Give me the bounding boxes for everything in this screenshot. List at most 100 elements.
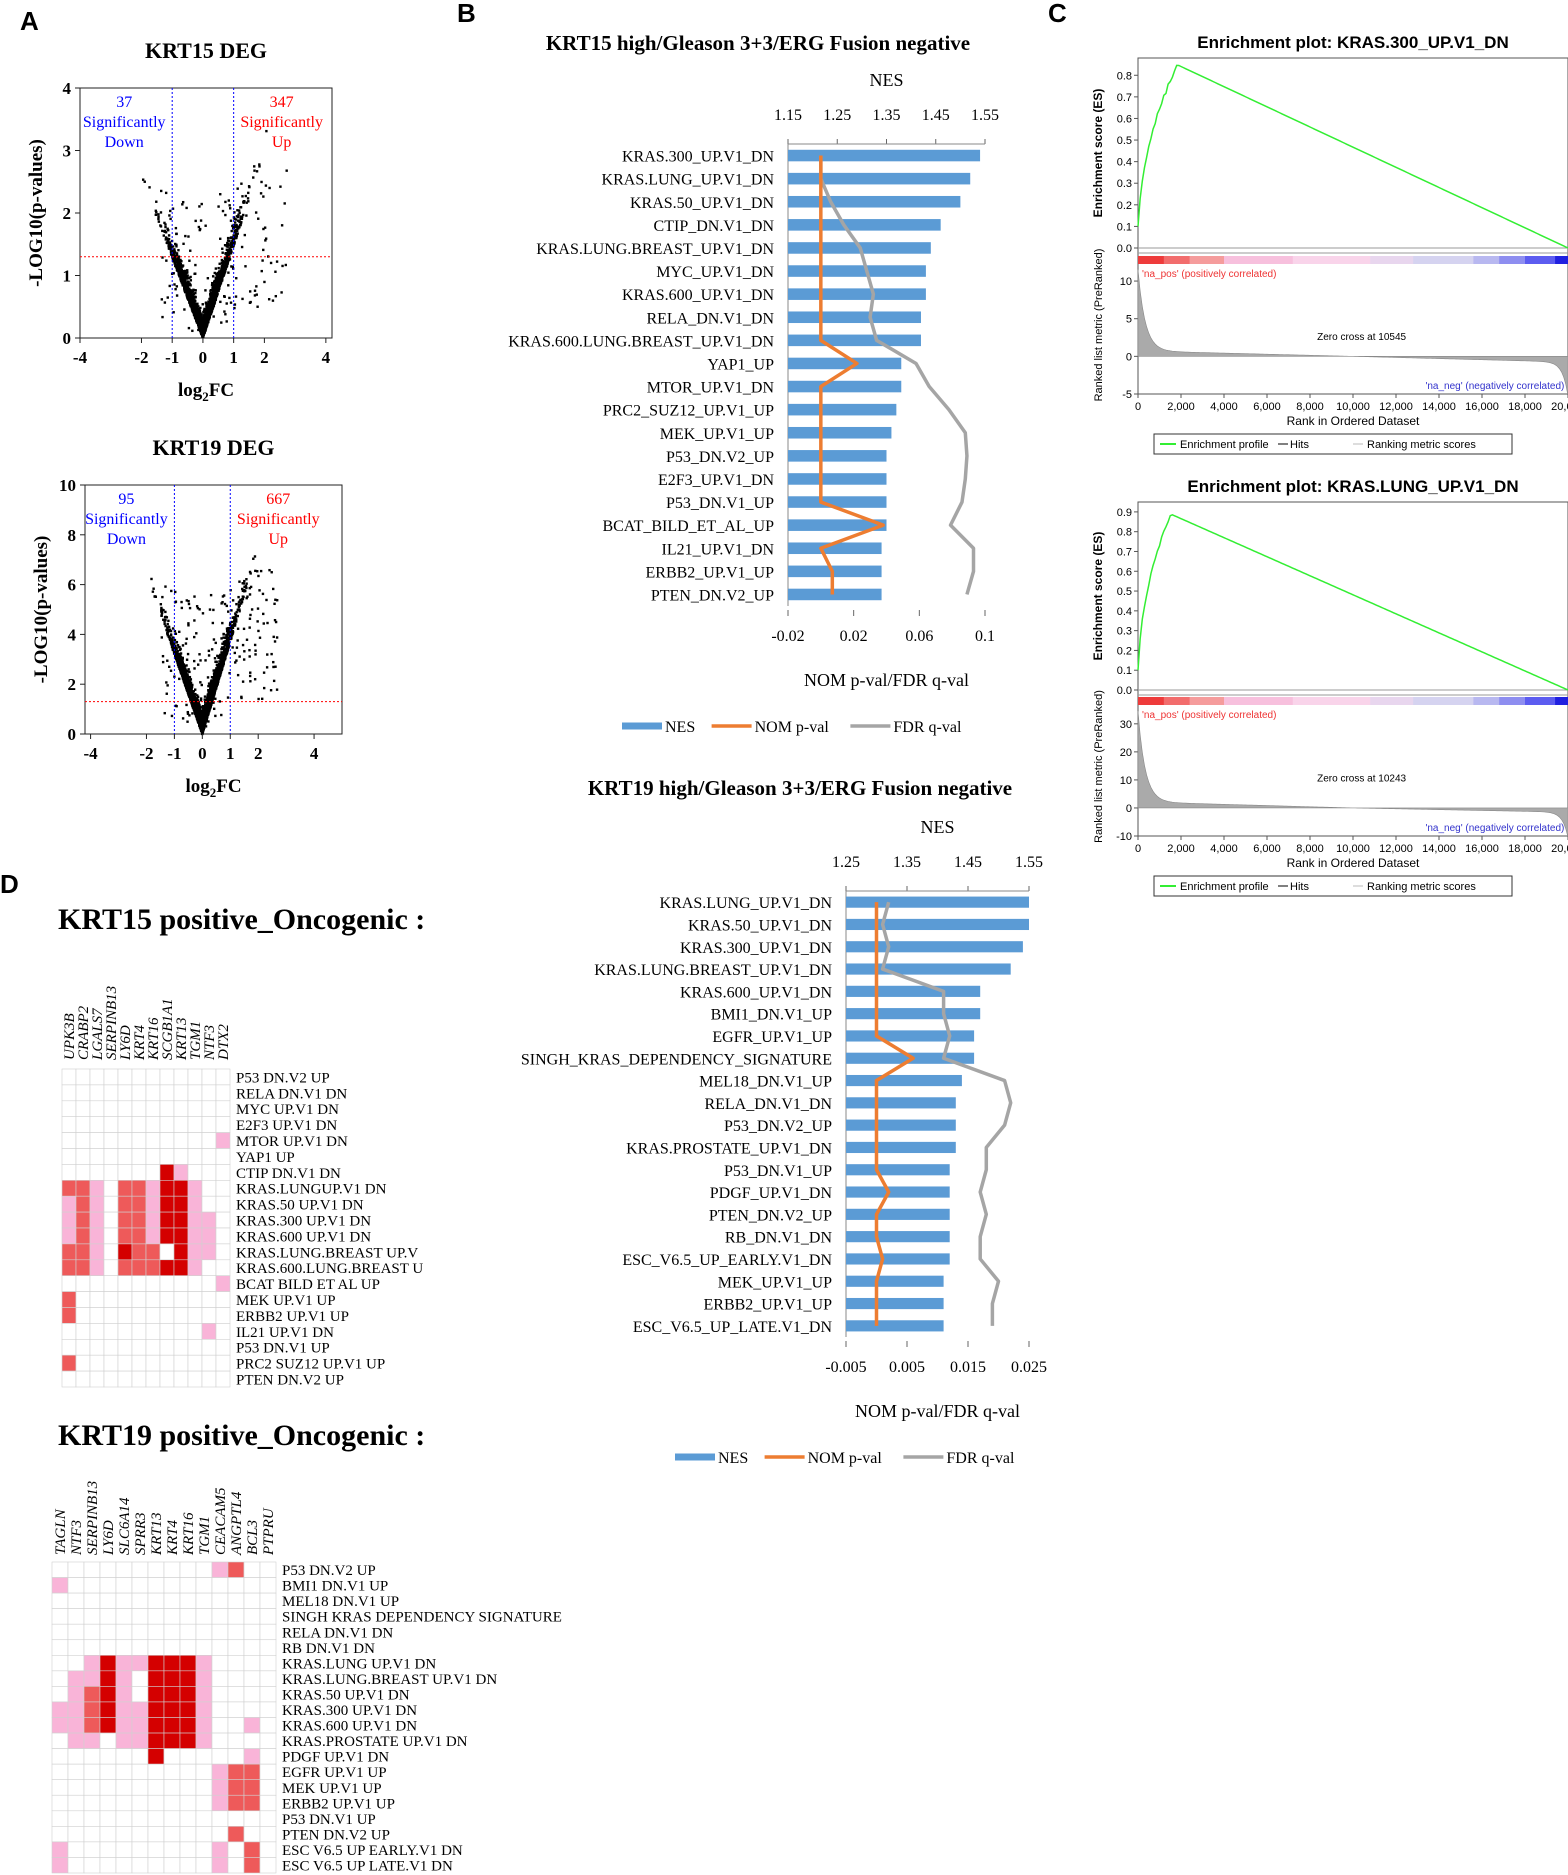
data-point	[183, 283, 186, 286]
legend-label: NES	[665, 719, 695, 736]
data-point	[208, 305, 212, 308]
nes-tick-label: 1.35	[893, 854, 921, 871]
down-label: Down	[105, 134, 144, 151]
data-point	[274, 294, 278, 298]
data-point	[211, 282, 214, 285]
data-point	[178, 630, 181, 634]
data-point	[177, 659, 180, 662]
data-point	[210, 303, 214, 306]
data-point	[186, 710, 190, 714]
data-point	[222, 659, 225, 662]
data-point	[223, 265, 226, 268]
x-tick-label: 4	[310, 744, 319, 763]
data-point	[211, 306, 215, 309]
data-point	[189, 304, 192, 307]
data-point	[283, 202, 286, 205]
data-point	[221, 642, 224, 645]
data-point	[173, 248, 176, 251]
data-point	[217, 676, 221, 679]
data-point	[225, 302, 228, 305]
data-point	[203, 307, 206, 311]
data-point	[175, 254, 178, 258]
data-point	[201, 612, 205, 615]
data-point	[193, 272, 196, 276]
data-point	[233, 231, 236, 234]
data-point	[191, 289, 195, 292]
data-point	[217, 278, 221, 281]
data-point	[175, 704, 178, 708]
data-point	[185, 681, 188, 684]
data-point	[263, 280, 266, 284]
data-point	[190, 700, 193, 704]
data-point	[166, 630, 169, 634]
data-point	[233, 303, 237, 306]
data-point	[185, 206, 188, 210]
data-point	[240, 245, 244, 249]
data-point	[188, 691, 192, 694]
data-point	[196, 702, 199, 706]
nes-tick-label: 1.45	[954, 854, 982, 871]
data-point	[174, 644, 177, 648]
data-point	[196, 717, 199, 721]
data-point	[206, 700, 209, 703]
data-point	[224, 200, 227, 204]
data-point	[235, 620, 238, 623]
data-point	[212, 302, 216, 305]
data-point	[188, 295, 191, 299]
data-point	[180, 600, 183, 604]
data-point	[236, 215, 240, 219]
data-point	[235, 277, 238, 280]
data-point	[211, 685, 214, 688]
data-point	[226, 632, 230, 636]
data-point	[182, 674, 185, 677]
data-point	[231, 240, 234, 243]
data-point	[199, 319, 202, 322]
data-point	[228, 671, 231, 675]
data-point	[207, 311, 210, 314]
data-point	[200, 317, 204, 320]
data-point	[174, 654, 178, 657]
data-point	[207, 701, 211, 704]
data-point	[161, 315, 164, 319]
data-point	[262, 622, 265, 625]
data-point	[201, 711, 204, 714]
data-point	[201, 706, 205, 709]
data-point	[236, 639, 239, 642]
data-point	[229, 243, 232, 246]
data-point	[208, 684, 212, 687]
data-point	[253, 165, 256, 168]
data-point	[200, 724, 203, 728]
nes_krt15: KRT15 high/Gleason 3+3/ERG Fusion negati…	[508, 31, 999, 736]
data-point	[216, 677, 220, 681]
data-point	[228, 637, 231, 640]
nes-bar	[846, 1097, 956, 1109]
data-point	[190, 696, 193, 699]
nes-bar	[788, 473, 887, 485]
nes-bar	[788, 172, 971, 185]
data-point	[212, 672, 216, 675]
data-point	[241, 195, 244, 198]
data-point	[222, 642, 226, 645]
data-point	[243, 579, 246, 583]
data-point	[178, 271, 181, 274]
data-point	[285, 169, 288, 172]
data-point	[154, 209, 158, 212]
data-point	[157, 215, 160, 219]
data-point	[256, 607, 260, 610]
data-point	[191, 706, 195, 709]
data-point	[214, 278, 218, 281]
data-point	[221, 209, 225, 213]
data-point	[220, 321, 223, 324]
data-point	[184, 289, 188, 293]
data-point	[207, 654, 211, 657]
data-point	[227, 258, 230, 261]
data-point	[253, 294, 257, 297]
chart-title: KRT15 high/Gleason 3+3/ERG Fusion negati…	[546, 31, 970, 55]
data-point	[198, 712, 201, 715]
nes-tick-label: 1.55	[1015, 854, 1043, 871]
data-point	[180, 277, 183, 280]
data-point	[211, 696, 215, 700]
data-point	[215, 679, 219, 682]
data-point	[218, 671, 222, 675]
data-point	[166, 227, 169, 231]
